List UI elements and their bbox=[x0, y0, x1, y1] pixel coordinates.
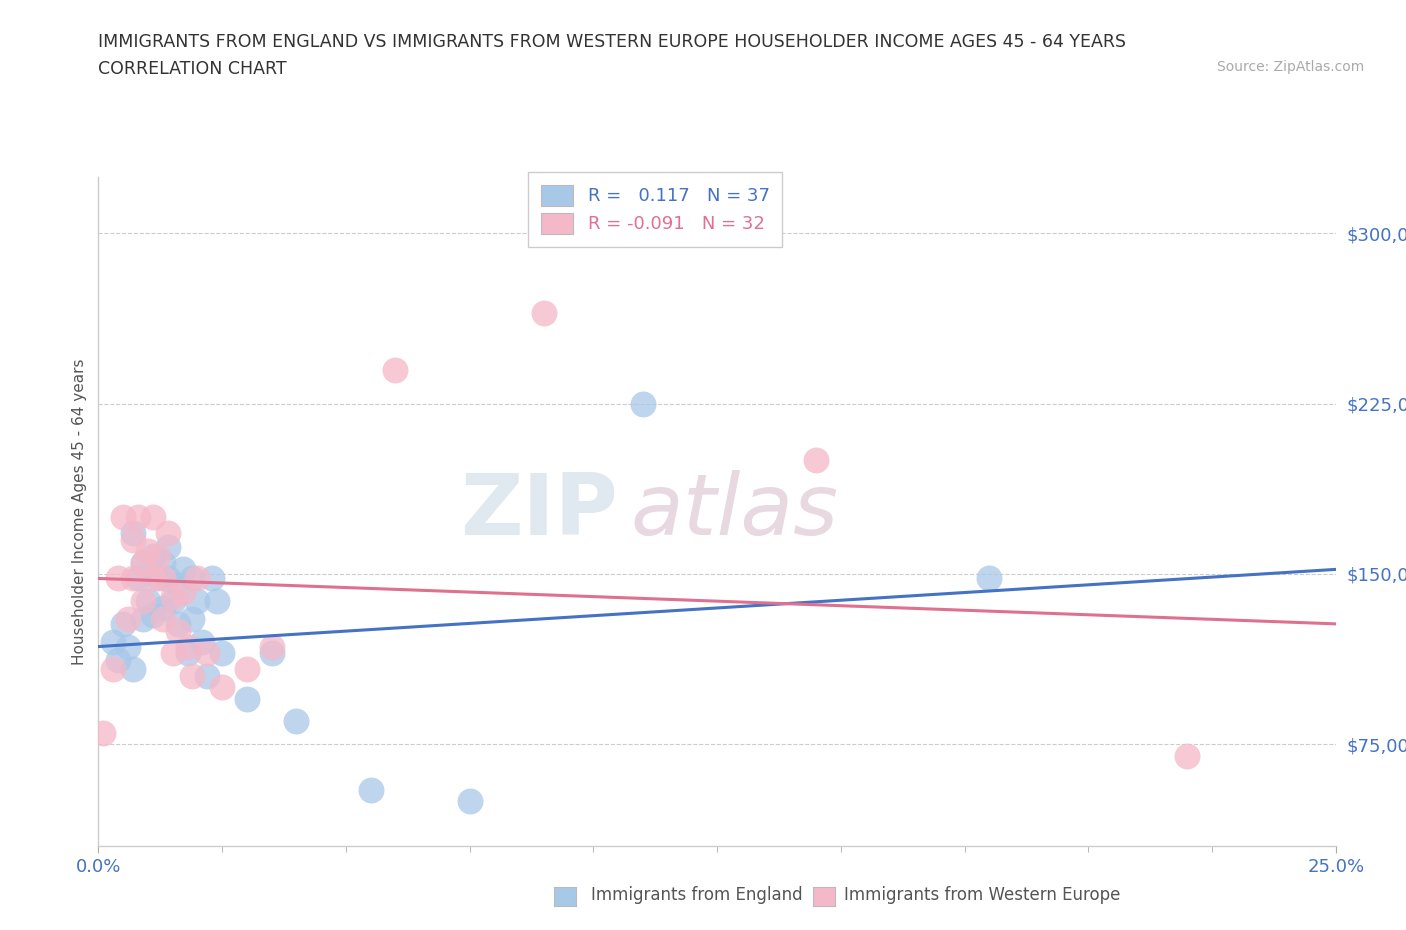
Point bbox=[112, 617, 135, 631]
Point bbox=[186, 593, 208, 608]
Point bbox=[172, 585, 194, 600]
Text: CORRELATION CHART: CORRELATION CHART bbox=[98, 60, 287, 78]
Point bbox=[142, 607, 165, 622]
Point bbox=[146, 549, 169, 564]
Point bbox=[176, 646, 198, 661]
Point bbox=[93, 725, 115, 740]
Point bbox=[211, 680, 233, 695]
Point bbox=[122, 571, 145, 586]
Point bbox=[631, 396, 654, 411]
Point bbox=[162, 590, 184, 604]
Point bbox=[195, 646, 218, 661]
Point bbox=[181, 571, 204, 586]
Point bbox=[132, 555, 155, 570]
Text: Immigrants from Western Europe: Immigrants from Western Europe bbox=[844, 885, 1121, 904]
Point bbox=[205, 593, 228, 608]
Point bbox=[132, 612, 155, 627]
Point bbox=[122, 533, 145, 548]
Point bbox=[112, 510, 135, 525]
Point bbox=[117, 612, 139, 627]
Y-axis label: Householder Income Ages 45 - 64 years: Householder Income Ages 45 - 64 years bbox=[72, 358, 87, 665]
Text: Source: ZipAtlas.com: Source: ZipAtlas.com bbox=[1216, 60, 1364, 74]
Point bbox=[285, 714, 308, 729]
Point bbox=[136, 544, 159, 559]
Point bbox=[103, 634, 125, 649]
Legend: R =   0.117   N = 37, R = -0.091   N = 32: R = 0.117 N = 37, R = -0.091 N = 32 bbox=[529, 172, 782, 246]
Point bbox=[142, 510, 165, 525]
Point bbox=[142, 549, 165, 564]
Text: Immigrants from England: Immigrants from England bbox=[591, 885, 803, 904]
Point bbox=[533, 305, 555, 320]
Point bbox=[162, 593, 184, 608]
Point bbox=[162, 646, 184, 661]
Point bbox=[195, 669, 218, 684]
Point bbox=[156, 525, 179, 540]
Point bbox=[181, 669, 204, 684]
Point bbox=[132, 593, 155, 608]
Point bbox=[122, 662, 145, 677]
Point bbox=[260, 639, 283, 654]
Point bbox=[176, 639, 198, 654]
Point bbox=[127, 571, 149, 586]
Point bbox=[186, 571, 208, 586]
Point bbox=[156, 539, 179, 554]
Point bbox=[211, 646, 233, 661]
Point bbox=[132, 555, 155, 570]
Text: ZIP: ZIP bbox=[460, 470, 619, 553]
Point bbox=[201, 571, 224, 586]
Point bbox=[166, 617, 188, 631]
Point bbox=[979, 571, 1001, 586]
Point bbox=[152, 601, 174, 616]
Point bbox=[152, 555, 174, 570]
Point bbox=[136, 593, 159, 608]
Point bbox=[236, 662, 259, 677]
Point bbox=[107, 653, 129, 668]
Point bbox=[156, 571, 179, 586]
Point bbox=[152, 612, 174, 627]
Point bbox=[152, 571, 174, 586]
Point bbox=[146, 571, 169, 586]
Point bbox=[166, 578, 188, 592]
Point bbox=[236, 691, 259, 706]
Point bbox=[172, 562, 194, 577]
Text: atlas: atlas bbox=[630, 470, 838, 553]
Point bbox=[122, 525, 145, 540]
Point bbox=[804, 453, 827, 468]
Point bbox=[142, 571, 165, 586]
Point bbox=[191, 634, 214, 649]
Point bbox=[1175, 748, 1198, 763]
Point bbox=[260, 646, 283, 661]
Point bbox=[127, 510, 149, 525]
Point bbox=[166, 623, 188, 638]
Point bbox=[107, 571, 129, 586]
Point bbox=[181, 612, 204, 627]
Point bbox=[458, 793, 481, 808]
Point bbox=[360, 782, 382, 797]
Text: IMMIGRANTS FROM ENGLAND VS IMMIGRANTS FROM WESTERN EUROPE HOUSEHOLDER INCOME AGE: IMMIGRANTS FROM ENGLAND VS IMMIGRANTS FR… bbox=[98, 33, 1126, 50]
Point bbox=[117, 639, 139, 654]
Point bbox=[103, 662, 125, 677]
Point bbox=[384, 362, 406, 377]
